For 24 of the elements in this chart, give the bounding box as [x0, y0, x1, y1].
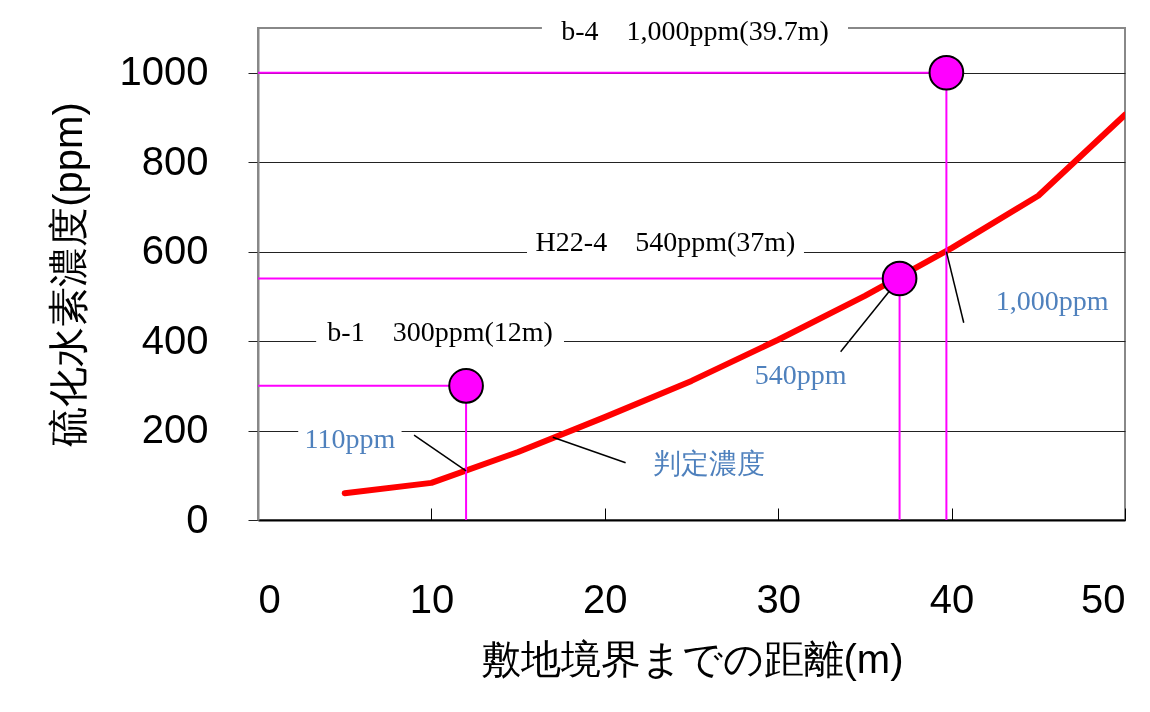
x-tick-label: 10: [409, 576, 455, 621]
y-axis-title: 硫化水素濃度(ppm): [45, 102, 90, 447]
annotation: b-4 1,000ppm(39.7m): [561, 15, 829, 47]
y-tick-label: 400: [141, 317, 209, 362]
x-tick-label: 30: [756, 576, 801, 621]
x-axis-title: 敷地境界までの距離(m): [480, 636, 904, 681]
x-tick-label: 50: [1081, 576, 1126, 621]
point: [928, 54, 965, 91]
point: [448, 368, 484, 404]
annotation: H22-4 540ppm(37m): [535, 225, 796, 257]
x-tick-label: 20: [583, 576, 628, 621]
y-tick-label: 200: [141, 407, 209, 452]
y-tick-label: 600: [141, 228, 209, 273]
annotation: b-1 300ppm(12m): [327, 316, 553, 348]
y-tick-label: 1000: [119, 49, 209, 94]
annotation: 1,000ppm: [995, 284, 1109, 316]
annotation: 540ppm: [754, 358, 847, 390]
y-tick-label: 800: [141, 138, 209, 183]
point: [881, 260, 918, 297]
x-tick-label: 40: [929, 576, 975, 621]
x-tick-label: 0: [258, 576, 281, 621]
y-tick-label: 0: [186, 496, 209, 541]
annotation: 110ppm: [304, 422, 396, 454]
annotation: 判定濃度: [652, 447, 765, 479]
